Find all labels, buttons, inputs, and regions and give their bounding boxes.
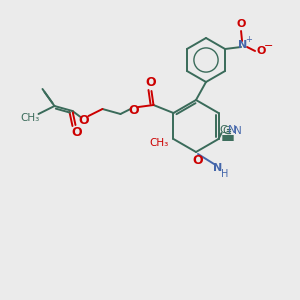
Text: O: O: [128, 103, 139, 116]
Text: O: O: [236, 19, 246, 29]
Text: N: N: [234, 126, 242, 136]
Text: O: O: [78, 113, 89, 127]
Text: −: −: [263, 41, 273, 51]
Text: +: +: [246, 34, 253, 43]
Text: N: N: [213, 163, 223, 173]
Text: CH₃: CH₃: [150, 138, 169, 148]
Text: N: N: [228, 125, 237, 135]
Text: O: O: [145, 76, 156, 89]
Text: CH₃: CH₃: [21, 113, 40, 123]
Text: N: N: [238, 40, 248, 50]
Text: O: O: [193, 154, 203, 166]
Text: O: O: [256, 46, 266, 56]
Text: O: O: [71, 127, 82, 140]
Text: C: C: [220, 125, 227, 135]
Text: C: C: [223, 126, 230, 136]
Text: H: H: [221, 169, 229, 179]
